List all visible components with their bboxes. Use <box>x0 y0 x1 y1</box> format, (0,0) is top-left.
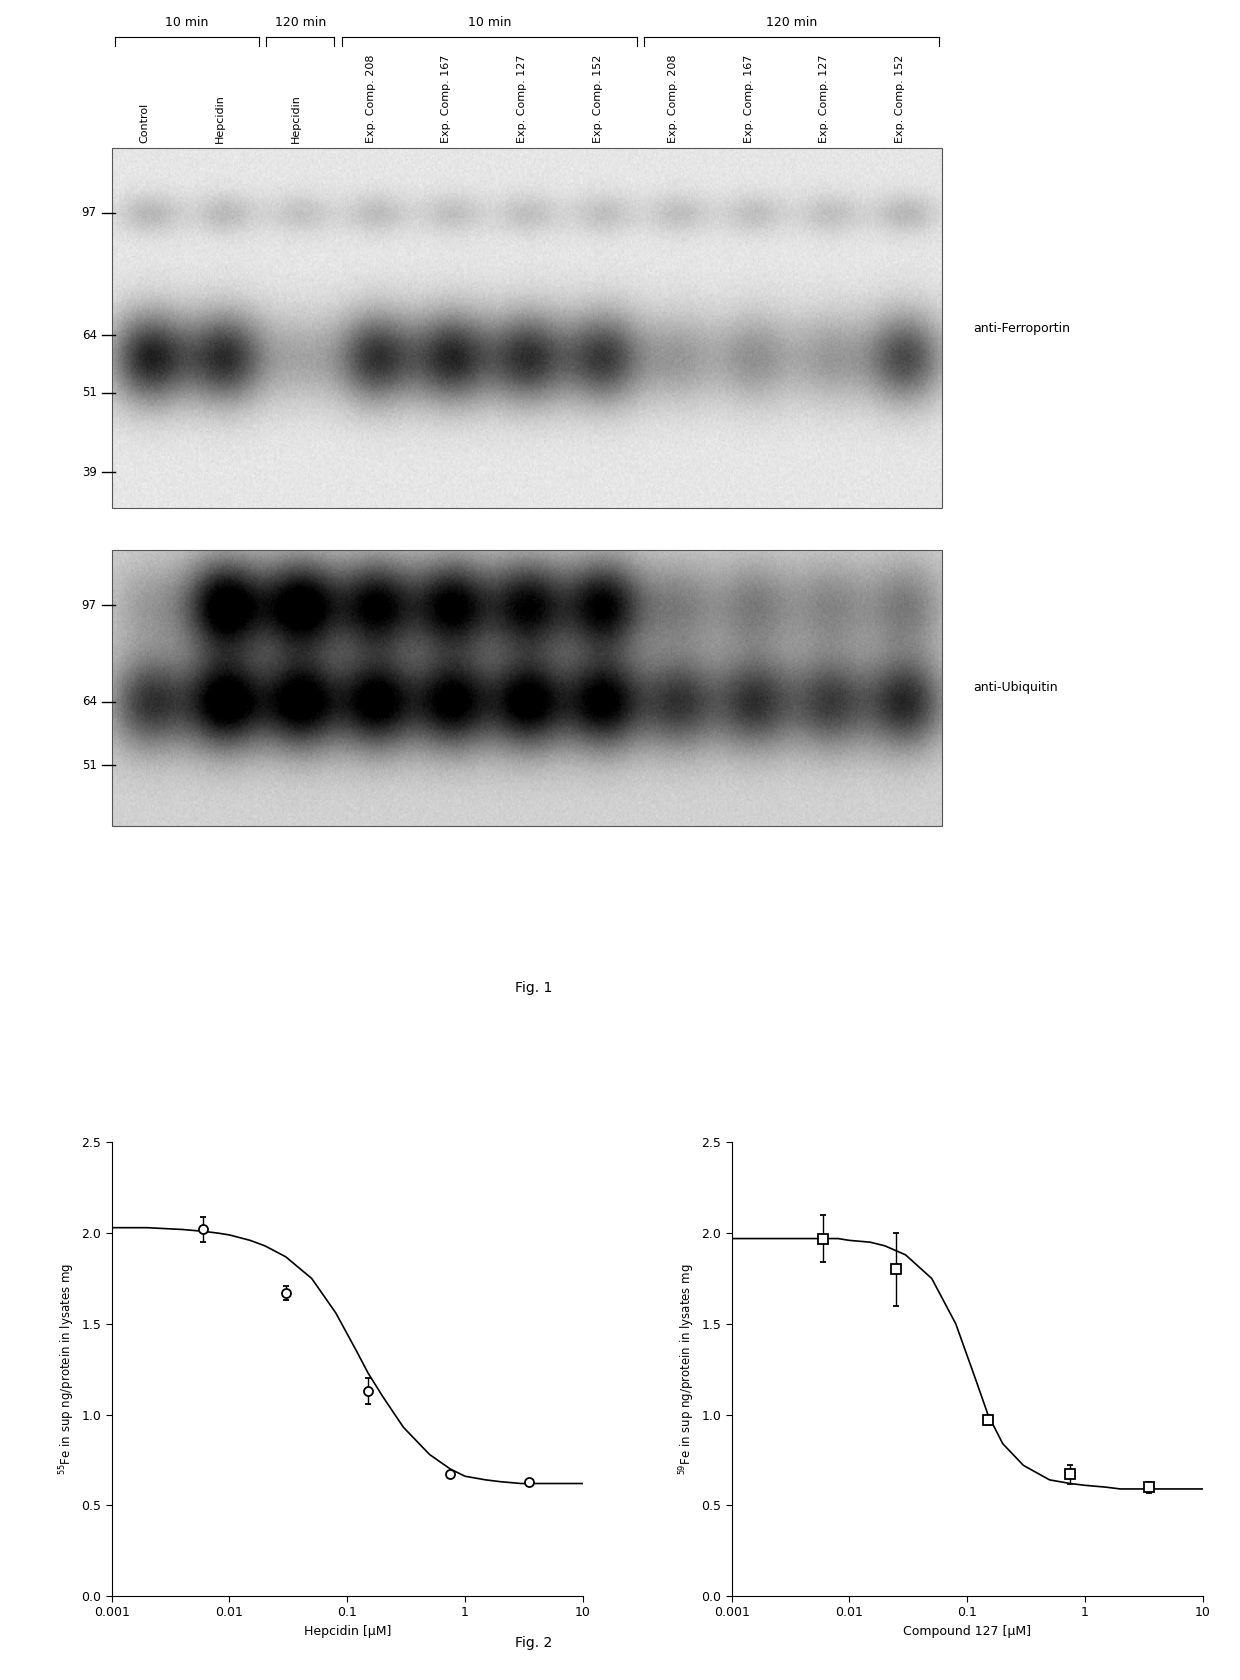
Text: Exp. Comp. 127: Exp. Comp. 127 <box>517 54 527 143</box>
Bar <box>112 551 942 825</box>
Bar <box>112 148 942 507</box>
Text: 97: 97 <box>82 598 97 612</box>
Text: 97: 97 <box>82 207 97 220</box>
X-axis label: Hepcidin [μM]: Hepcidin [μM] <box>304 1625 391 1638</box>
X-axis label: Compound 127 [μM]: Compound 127 [μM] <box>903 1625 1032 1638</box>
Text: Exp. Comp. 127: Exp. Comp. 127 <box>820 54 830 143</box>
Text: 10 min: 10 min <box>165 15 208 29</box>
Text: 64: 64 <box>82 696 97 709</box>
Text: 64: 64 <box>82 329 97 341</box>
Text: 51: 51 <box>82 386 97 400</box>
Text: Exp. Comp. 208: Exp. Comp. 208 <box>668 54 678 143</box>
Text: anti-Ubiquitin: anti-Ubiquitin <box>973 682 1058 694</box>
Text: Exp. Comp. 167: Exp. Comp. 167 <box>744 54 754 143</box>
Text: anti-Ferroportin: anti-Ferroportin <box>973 321 1070 334</box>
Text: Hepcidin: Hepcidin <box>290 94 300 143</box>
Y-axis label: $^{59}$Fe in sup ng/protein in lysates mg: $^{59}$Fe in sup ng/protein in lysates m… <box>677 1263 697 1475</box>
Text: Control: Control <box>139 102 149 143</box>
Text: Exp. Comp. 208: Exp. Comp. 208 <box>366 54 376 143</box>
Text: Hepcidin: Hepcidin <box>215 94 224 143</box>
Text: 39: 39 <box>82 465 97 479</box>
Y-axis label: $^{55}$Fe in sup ng/protein in lysates mg: $^{55}$Fe in sup ng/protein in lysates m… <box>57 1263 77 1475</box>
Text: 120 min: 120 min <box>766 15 817 29</box>
Text: 51: 51 <box>82 758 97 771</box>
Text: Exp. Comp. 152: Exp. Comp. 152 <box>593 54 603 143</box>
Text: Exp. Comp. 167: Exp. Comp. 167 <box>441 54 451 143</box>
Text: Exp. Comp. 152: Exp. Comp. 152 <box>894 54 905 143</box>
Text: 120 min: 120 min <box>275 15 326 29</box>
Text: Fig. 1: Fig. 1 <box>515 981 552 995</box>
Text: Fig. 2: Fig. 2 <box>515 1636 552 1650</box>
Text: 10 min: 10 min <box>467 15 511 29</box>
